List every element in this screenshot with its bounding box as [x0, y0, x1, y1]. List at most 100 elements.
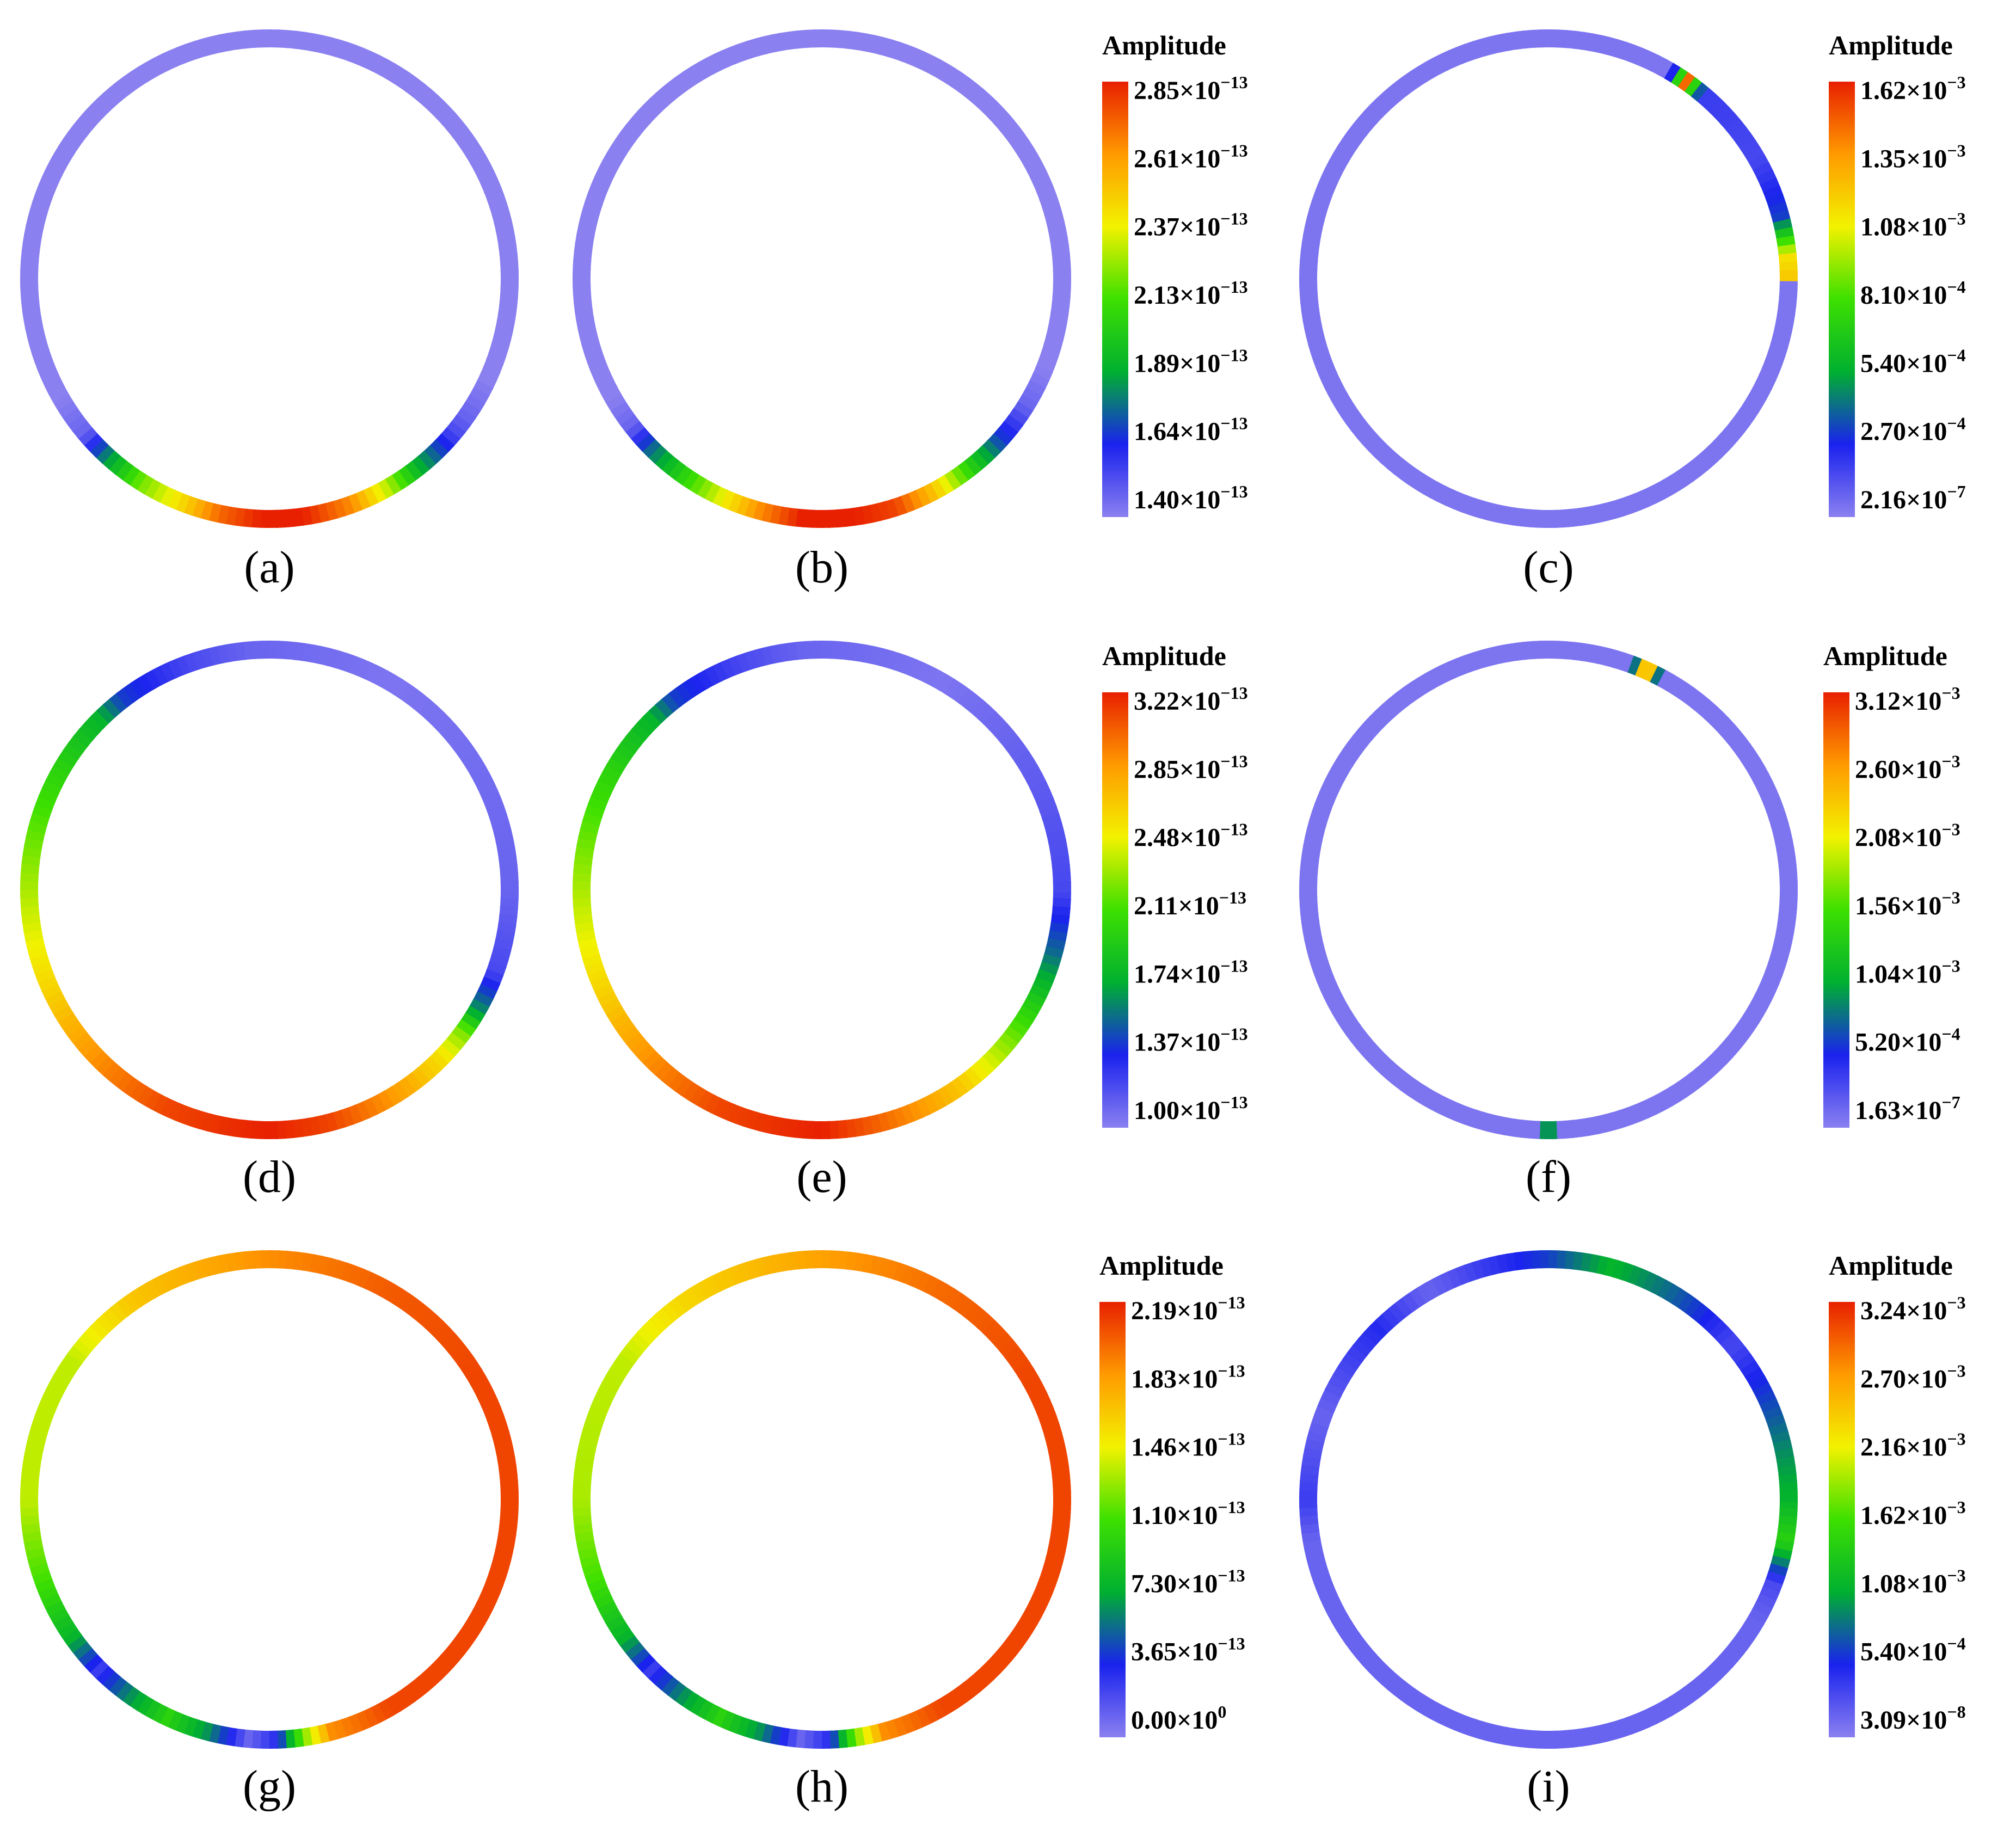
ring-segment [642, 709, 663, 729]
ring-segment [1655, 1090, 1673, 1111]
ring-segment [1402, 1291, 1422, 1313]
ring-segment [451, 736, 473, 756]
ring-segment [601, 1372, 623, 1391]
tick-mantissa: 1.56×10 [1855, 892, 1941, 920]
ring-segment [1327, 996, 1348, 1015]
tick-mantissa: 2.16×10 [1860, 485, 1947, 514]
ring-segment [1755, 1593, 1777, 1612]
ring-segment [1460, 495, 1477, 516]
ring-segment [1540, 1250, 1551, 1269]
ring-segment [356, 1268, 373, 1289]
ring-segment [636, 103, 657, 124]
ring-segment [635, 432, 656, 452]
ring-segment [970, 699, 991, 720]
ring-segment [446, 118, 468, 138]
ring-segment [690, 1282, 709, 1304]
ring-segment [923, 54, 942, 76]
ring-segment [1402, 70, 1422, 92]
ring-segment [500, 1482, 519, 1494]
ring-segment [1707, 1660, 1728, 1681]
ring-segment [44, 989, 65, 1007]
tick-exponent: −13 [1220, 1024, 1247, 1044]
ring-segment [610, 748, 632, 767]
ring-segment [488, 954, 509, 970]
ring-segment [403, 1072, 423, 1093]
ring-segment [1038, 961, 1059, 978]
ring-segment [1356, 1646, 1377, 1667]
ring-segment [66, 1024, 88, 1043]
ring-segment [67, 123, 89, 143]
ring-segment [405, 1298, 425, 1319]
ring-segment [176, 655, 193, 675]
ring-segment [1299, 895, 1318, 907]
ring-panel [20, 1250, 519, 1749]
ring-segment [928, 1700, 946, 1721]
ring-segment [1729, 1025, 1750, 1046]
ring-segment [1026, 161, 1047, 180]
tick-mantissa: 1.00×10 [1134, 1096, 1220, 1125]
ring-segment [1657, 58, 1676, 80]
ring-segment [1468, 1718, 1485, 1739]
ring-segment [44, 1599, 65, 1617]
ring-segment [629, 1036, 650, 1057]
ring-segment [441, 112, 462, 132]
ring-panel [20, 641, 519, 1139]
ring-segment [1763, 796, 1784, 813]
ring-segment [333, 39, 349, 60]
ring-segment [114, 459, 134, 481]
colorbar-tick-label: 2.85×10−13 [1134, 751, 1248, 784]
ring-segment [1627, 1265, 1645, 1286]
ring-segment [484, 185, 505, 202]
ring-segment [1455, 44, 1472, 64]
panel-label: (f) [1526, 1152, 1571, 1202]
tick-mantissa: 2.37×10 [1134, 213, 1220, 242]
ring-segment [997, 421, 1018, 441]
tick-exponent: −8 [1947, 1702, 1965, 1722]
ring-segment [648, 1312, 669, 1333]
ring-segment [1367, 1658, 1388, 1679]
ring-segment [625, 1337, 647, 1357]
tick-mantissa: 1.08×10 [1860, 1569, 1947, 1598]
ring-segment [1671, 67, 1691, 89]
panel-label: (a) [244, 542, 294, 593]
ring-segment [1017, 1005, 1038, 1024]
colorbar-tick-label: 2.11×10−13 [1134, 888, 1246, 920]
ring-segment [1439, 661, 1457, 683]
ring-segment [687, 1694, 706, 1716]
ring-segment [1029, 780, 1051, 798]
ring-segment [465, 758, 487, 777]
colorbar-tick-label: 3.09×10−8 [1860, 1702, 1966, 1735]
ring-segment [1709, 710, 1730, 731]
ring-segment [710, 485, 728, 507]
ring-segment [116, 75, 136, 97]
ring-segment [813, 29, 825, 48]
ring-segment [1386, 1065, 1406, 1086]
ring-segment [1627, 655, 1645, 677]
tick-exponent: −4 [1947, 277, 1965, 297]
ring-segment [390, 1081, 409, 1103]
ring-segment [1308, 1419, 1330, 1436]
ring-segment [1361, 1652, 1382, 1673]
ring-segment [1695, 1671, 1716, 1692]
ring-segment [35, 1403, 56, 1421]
ring-segment [1697, 88, 1718, 109]
ring-segment [461, 750, 482, 770]
ring-segment [813, 641, 825, 659]
ring-segment [702, 482, 721, 503]
ring-segment [606, 1365, 627, 1384]
ring-segment [827, 1120, 839, 1139]
ring-segment [1620, 653, 1637, 674]
ring-segment [1314, 182, 1335, 200]
ring-segment [1421, 1089, 1440, 1110]
ring-segment [165, 1100, 183, 1121]
colorbar-tick-label: 8.10×10−4 [1860, 277, 1966, 310]
ring-segment [1029, 1593, 1050, 1612]
ring-segment [267, 1730, 278, 1749]
ring-segment [476, 1593, 497, 1612]
ring-segment [1762, 1578, 1783, 1596]
ring-segment [35, 794, 56, 811]
ring-segment [1007, 1628, 1029, 1649]
ring-segment [416, 450, 437, 471]
ring-segment [430, 1320, 451, 1341]
ring-segment [1452, 492, 1470, 513]
